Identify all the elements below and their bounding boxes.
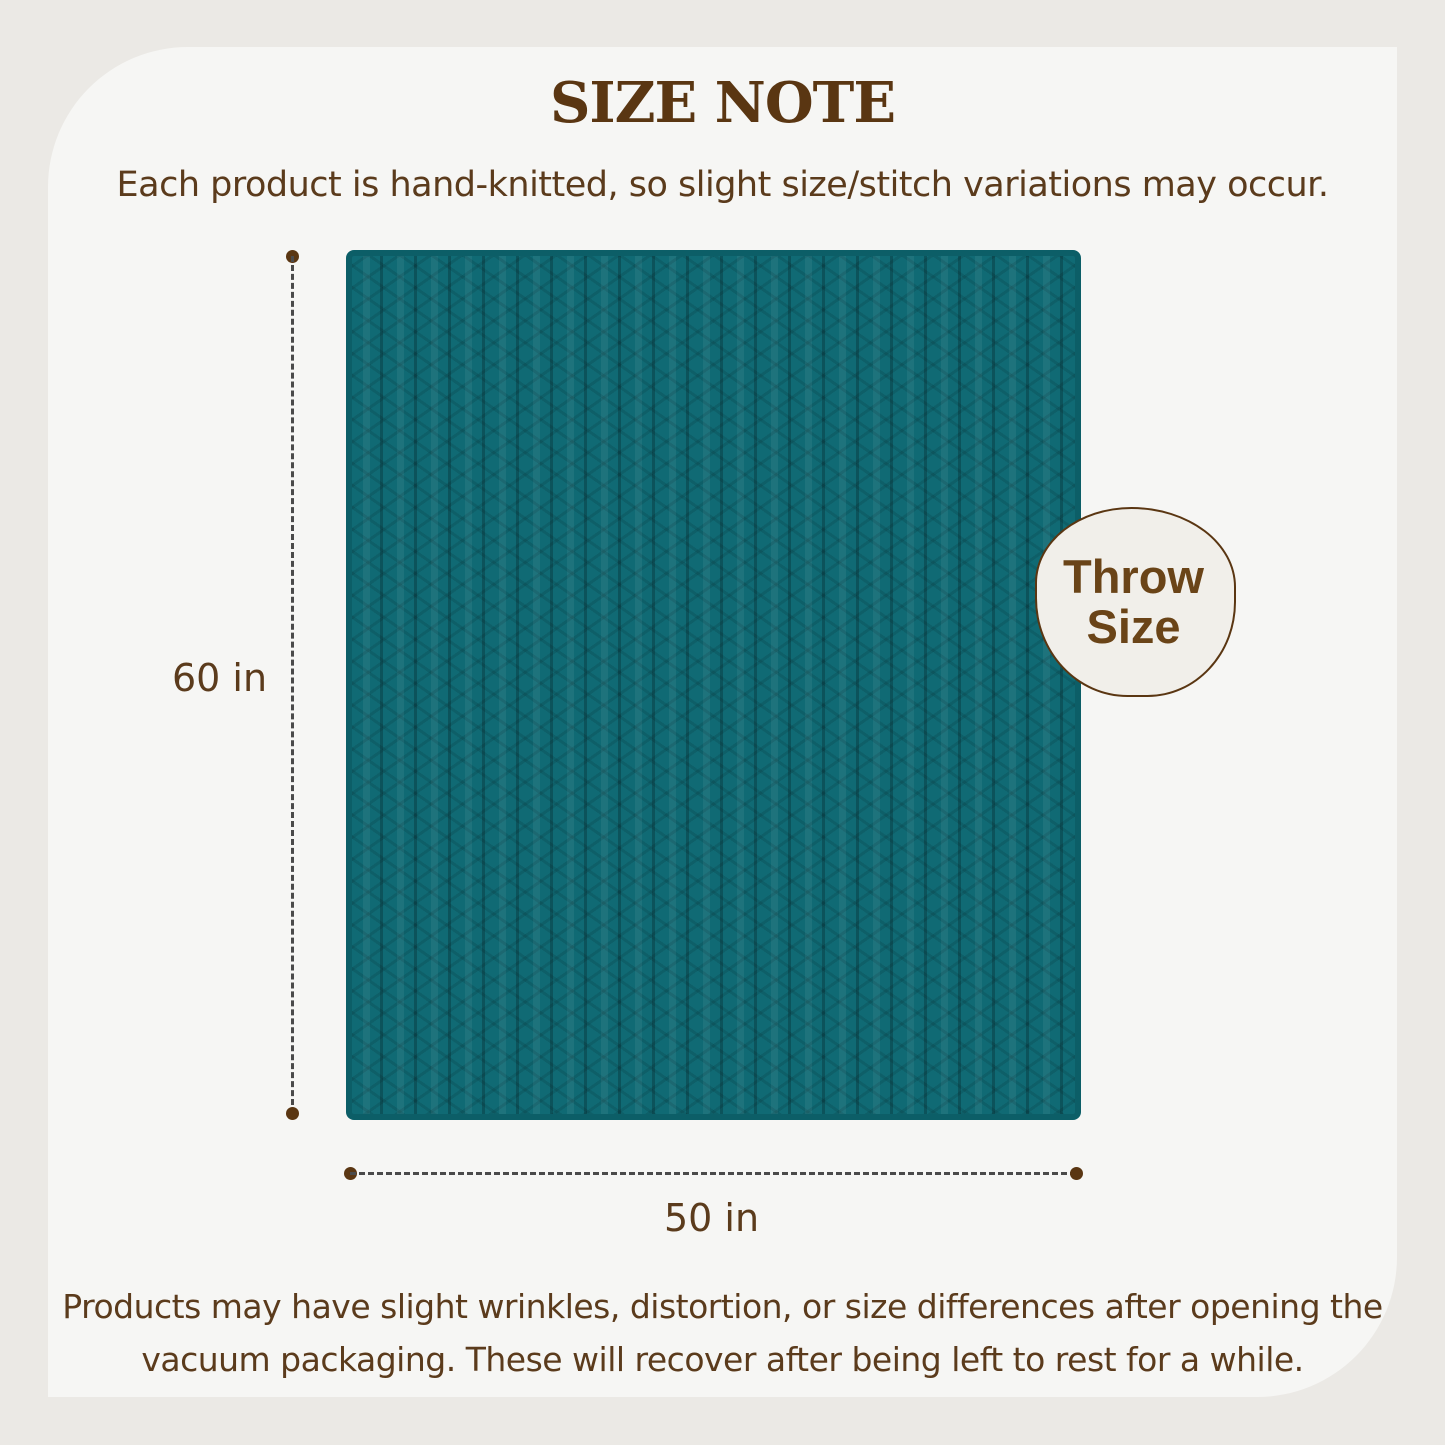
height-dimension-line xyxy=(291,256,294,1114)
size-badge xyxy=(1035,507,1236,697)
width-line-right-dot xyxy=(1070,1167,1083,1180)
size-badge-line2: Size xyxy=(1086,600,1181,653)
size-badge-line1: Throw xyxy=(1063,550,1204,603)
packaging-note-line2: vacuum packaging. These will recover aft… xyxy=(141,1340,1304,1379)
knitted-blanket-image xyxy=(346,250,1081,1120)
page-title: SIZE NOTE xyxy=(549,70,896,136)
subtitle: Each product is hand-knitted, so slight … xyxy=(116,165,1329,205)
width-label: 50 in xyxy=(664,1196,760,1240)
height-label: 60 in xyxy=(172,656,268,700)
packaging-note-line1: Products may have slight wrinkles, disto… xyxy=(62,1287,1383,1326)
packaging-note: Products may have slight wrinkles, disto… xyxy=(0,1280,1445,1386)
size-badge-text: Throw Size xyxy=(1035,552,1232,652)
height-line-bottom-dot xyxy=(286,1107,299,1120)
width-dimension-line xyxy=(350,1172,1076,1175)
